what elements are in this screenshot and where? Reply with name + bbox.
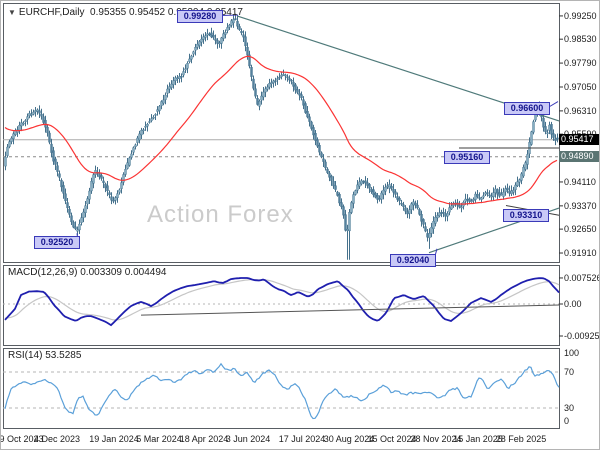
- price-annotation-0.95160[interactable]: 0.95160: [444, 151, 490, 164]
- macd-pane-border: [3, 265, 560, 346]
- macd-pane-title: MACD(12,26,9) 0.003309 0.004494: [8, 267, 166, 278]
- price-axis-tick[interactable]: 0.95590: [564, 129, 597, 139]
- rsi-axis-tick[interactable]: 30: [564, 403, 575, 413]
- macd-axis-tick[interactable]: 0.00: [564, 298, 582, 309]
- date-label[interactable]: 18 Apr 2024: [179, 434, 229, 444]
- macd-trendline[interactable]: [140, 304, 560, 316]
- annotation-pointer-0: [220, 14, 239, 16]
- axis-ticks: [559, 15, 563, 337]
- price-axis-tick[interactable]: 0.97050: [564, 81, 597, 92]
- price-axis-tick[interactable]: 0.93370: [564, 200, 597, 211]
- date-label[interactable]: 3 Jun 2024: [225, 434, 271, 444]
- price-axis-tick[interactable]: 0.92650: [564, 224, 597, 235]
- current-price-flag: 0.95417: [559, 134, 599, 146]
- macd-axis-tick[interactable]: 0.007526: [564, 272, 600, 283]
- rsi-label: RSI(14): [8, 350, 43, 361]
- date-label[interactable]: 15 Oct 2024: [367, 434, 417, 444]
- price-annotation-0.93310[interactable]: 0.93310: [503, 209, 549, 222]
- price-axis-tick[interactable]: 0.99250: [564, 10, 597, 21]
- date-label[interactable]: 15 Jan 2025: [453, 434, 503, 444]
- date-label[interactable]: 19 Jan 2024: [89, 434, 139, 444]
- rsi-pane-title: RSI(14) 53.5285: [8, 350, 81, 361]
- price-annotation-0.99280[interactable]: 0.99280: [177, 10, 223, 23]
- price-axis-tick[interactable]: 0.98530: [564, 34, 597, 45]
- date-label[interactable]: 28 Nov 2024: [410, 434, 462, 444]
- rsi-axis-tick[interactable]: 100: [564, 348, 580, 358]
- main-pane-title: ▼ EURCHF,Daily 0.95355 0.95452 0.95304 0.…: [8, 7, 243, 18]
- date-label[interactable]: 4 Dec 2023: [33, 434, 81, 444]
- symbol-expander-icon[interactable]: ▼: [8, 8, 16, 17]
- moving-average-line: [4, 55, 558, 205]
- date-label[interactable]: 30 Aug 2024: [323, 434, 375, 444]
- symbol-label: EURCHF,Daily: [18, 7, 85, 18]
- watermark: Action Forex: [147, 201, 294, 228]
- price-axis-tick[interactable]: 0.94110: [564, 176, 596, 187]
- macd-pane[interactable]: [3, 277, 560, 327]
- macd-values: 0.003309 0.004494: [80, 267, 167, 278]
- rsi-line: [4, 362, 560, 420]
- price-annotation-0.96600[interactable]: 0.96600: [504, 102, 550, 115]
- date-label[interactable]: 5 Mar 2024: [136, 434, 182, 444]
- macd-signal-line: [4, 279, 560, 321]
- main-pane-border: [3, 3, 560, 263]
- rsi-axis-tick[interactable]: 70: [564, 367, 575, 377]
- macd-axis-tick[interactable]: -0.009252: [564, 331, 600, 341]
- rsi-axis-tick[interactable]: 0: [564, 416, 570, 426]
- price-annotation-0.92040[interactable]: 0.92040: [390, 254, 436, 267]
- date-label[interactable]: 28 Feb 2025: [495, 434, 547, 444]
- rsi-pane[interactable]: [3, 362, 560, 420]
- ohlc-values: 0.95355 0.95452 0.95304 0.95417: [90, 7, 243, 18]
- price-axis-tick[interactable]: 0.96310: [564, 105, 597, 116]
- rsi-value: 53.5285: [45, 350, 82, 361]
- price-axis-tick[interactable]: 0.97790: [564, 58, 597, 69]
- macd-label: MACD(12,26,9): [8, 267, 78, 278]
- candlestick-series: [4, 13, 559, 260]
- marked-level-flag: 0.94890: [559, 151, 599, 163]
- price-annotation-0.92520[interactable]: 0.92520: [34, 236, 80, 249]
- price-axis-tick[interactable]: 0.91910: [564, 248, 597, 259]
- rsi-pane-border: [3, 348, 560, 429]
- date-label[interactable]: 17 Jul 2024: [278, 434, 326, 444]
- date-label[interactable]: 19 Oct 2023: [1, 434, 44, 444]
